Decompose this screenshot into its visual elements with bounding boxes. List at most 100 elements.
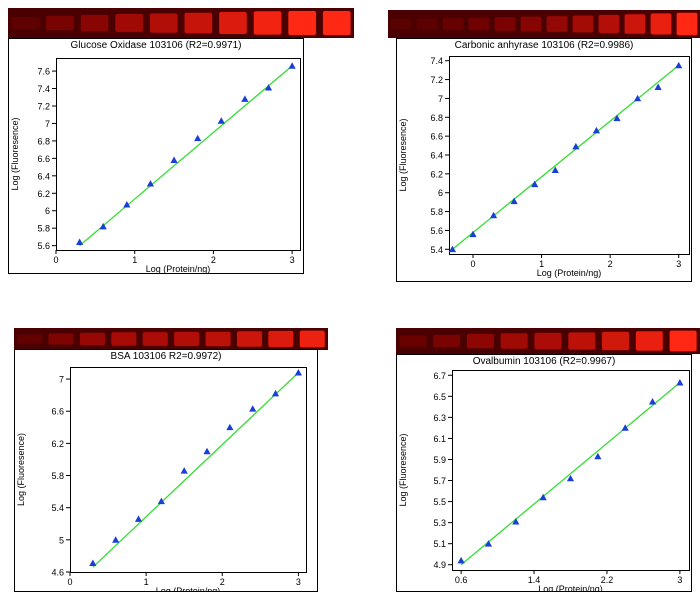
y-tick-label: 7.6 <box>37 67 50 77</box>
x-tick-label: 0.6 <box>455 575 468 585</box>
y-tick-label: 6.2 <box>430 169 443 179</box>
fit-line <box>92 372 299 568</box>
y-tick-label: 4.9 <box>433 560 446 570</box>
data-point <box>146 180 155 187</box>
data-point <box>99 222 107 230</box>
x-tick-label: 0 <box>67 577 72 587</box>
x-tick-label: 0 <box>53 255 58 265</box>
gel-band <box>468 17 490 31</box>
y-tick-label: 6.2 <box>51 439 64 449</box>
gel-band <box>568 332 596 350</box>
gel-band <box>253 11 282 35</box>
y-tick-label: 5 <box>59 535 64 545</box>
data-point <box>76 238 84 246</box>
data-point <box>551 166 559 173</box>
gel-band <box>442 18 464 31</box>
gel-band <box>79 332 105 346</box>
x-axis-label: Log (Protein/ng) <box>156 586 221 592</box>
gel-band <box>390 18 412 30</box>
gel-band <box>322 11 351 35</box>
data-point <box>457 556 465 564</box>
gel-band <box>669 330 697 352</box>
data-point <box>226 423 234 431</box>
data-point <box>621 424 629 431</box>
chart-panel-3: BSA 103106 R2=0.9972) 0 1 2 3 4.6 5 5.4 5.8 6.2 6.… <box>14 328 328 592</box>
data-point <box>194 134 202 142</box>
gel-strip <box>8 8 354 38</box>
y-tick-label: 6.1 <box>433 434 446 444</box>
y-tick-label: 6.6 <box>37 154 50 164</box>
y-tick-label: 6.4 <box>430 151 443 161</box>
y-tick-label: 6.7 <box>433 371 446 381</box>
gel-band <box>46 15 74 31</box>
y-tick-label: 5.8 <box>37 224 50 234</box>
x-tick-label: 2 <box>211 255 216 265</box>
y-tick-label: 6.8 <box>37 136 50 146</box>
gel-band <box>111 332 137 346</box>
gel-band <box>494 17 516 31</box>
y-tick-label: 6 <box>45 206 50 216</box>
gel-band <box>174 331 200 346</box>
data-point <box>249 405 257 412</box>
data-point <box>648 397 657 405</box>
gel-band <box>650 13 672 35</box>
y-tick-label: 5.1 <box>433 539 446 549</box>
gel-band <box>17 334 43 344</box>
x-tick-label: 0 <box>470 259 475 269</box>
y-tick-label: 7 <box>438 94 443 104</box>
data-point <box>539 493 547 501</box>
data-point <box>572 142 580 150</box>
data-point <box>675 61 683 69</box>
data-point <box>288 62 296 69</box>
x-axis-label: Log (Protein/ng) <box>538 584 603 592</box>
gel-band <box>205 331 231 347</box>
data-point <box>180 467 188 474</box>
gel-band <box>416 18 438 30</box>
y-tick-label: 4.6 <box>51 568 64 578</box>
gel-band <box>572 15 594 33</box>
gel-strip <box>396 328 700 354</box>
y-tick-label: 5.4 <box>430 245 443 255</box>
gel-band <box>500 333 528 349</box>
data-point <box>594 452 602 460</box>
data-point <box>592 126 601 134</box>
gel-band <box>236 331 262 347</box>
data-point <box>264 84 273 91</box>
data-point <box>531 180 539 188</box>
chart-title: Ovalbumin 103106 (R2=0.9967) <box>473 356 616 367</box>
fit-line <box>452 64 680 250</box>
x-tick-label: 3 <box>290 255 295 265</box>
data-point <box>134 515 143 522</box>
x-tick-label: 3 <box>677 575 682 585</box>
y-tick-label: 6.2 <box>37 189 50 199</box>
gel-band <box>676 12 698 36</box>
gel-band <box>433 334 461 348</box>
gel-band <box>142 332 168 346</box>
data-point <box>676 379 684 386</box>
gel-band <box>115 14 143 32</box>
y-tick-label: 6.4 <box>37 171 50 181</box>
y-tick-label: 5.9 <box>433 455 446 465</box>
gel-band <box>288 11 316 35</box>
x-tick-label: 2.2 <box>601 575 614 585</box>
data-point <box>566 474 575 482</box>
y-tick-label: 7 <box>45 119 50 129</box>
gel-band <box>399 335 427 347</box>
data-point <box>112 536 120 543</box>
x-tick-label: 1 <box>539 259 544 269</box>
y-tick-label: 5.6 <box>430 226 443 236</box>
y-tick-label: 6 <box>438 188 443 198</box>
y-axis-label: Log (Fluoresence) <box>398 433 408 506</box>
x-tick-label: 1.4 <box>528 575 541 585</box>
data-point <box>294 369 302 376</box>
y-tick-label: 7.4 <box>430 56 443 66</box>
x-tick-label: 3 <box>296 577 301 587</box>
gel-strip <box>388 10 700 38</box>
data-point <box>170 156 178 163</box>
gel-band <box>299 330 325 348</box>
data-point <box>489 211 498 219</box>
chart-title: Carbonic anhyrase 103106 (R2=0.9986) <box>455 40 634 51</box>
y-tick-label: 5.3 <box>433 518 446 528</box>
gel-band <box>80 14 109 32</box>
